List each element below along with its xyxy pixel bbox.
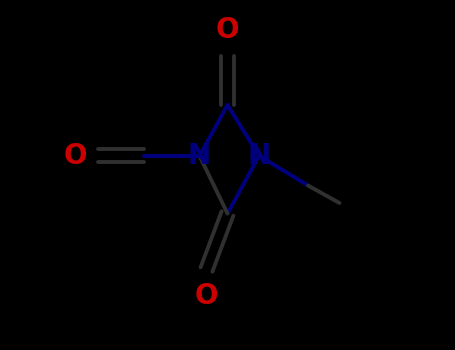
Text: O: O — [64, 142, 87, 170]
Text: N: N — [248, 142, 271, 170]
Text: N: N — [188, 142, 211, 170]
Text: O: O — [195, 282, 218, 310]
Text: O: O — [216, 16, 239, 44]
